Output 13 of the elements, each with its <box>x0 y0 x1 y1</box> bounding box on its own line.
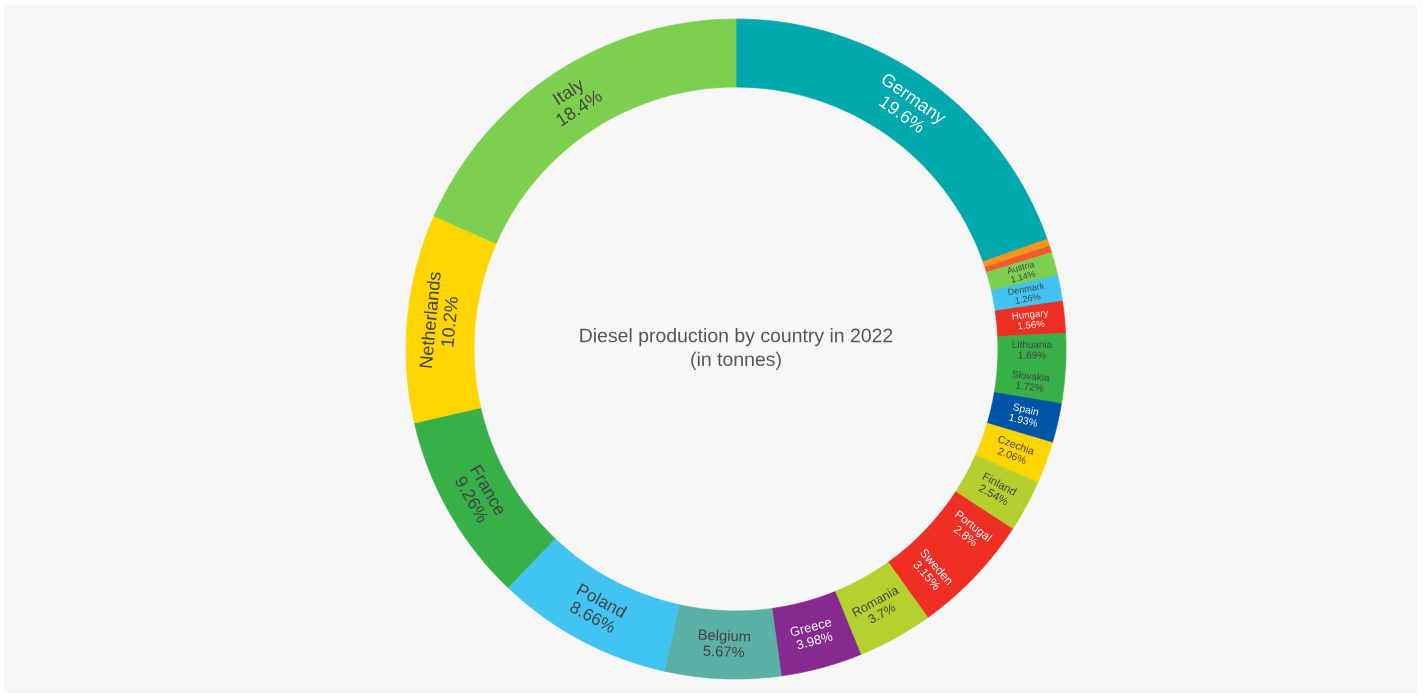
data-label: 1.26% <box>1015 293 1041 304</box>
text: Diesel production by country in 2022 <box>580 328 893 347</box>
slice-label: Slovakia <box>1012 370 1051 382</box>
slice-label: Lithuania <box>1012 340 1053 348</box>
data-label: 10.2% <box>440 296 459 347</box>
data-label: 1.72% <box>1015 381 1044 392</box>
slice-label: Netherlands <box>418 271 441 368</box>
slice-label: Denmark <box>1007 281 1045 296</box>
data-label: 5.67% <box>703 645 745 658</box>
data-label: 1.56% <box>1017 320 1045 330</box>
text: (in tonnes) <box>691 351 781 370</box>
slice-label: Belgium <box>698 628 751 645</box>
data-label: 1.69% <box>1018 351 1046 359</box>
